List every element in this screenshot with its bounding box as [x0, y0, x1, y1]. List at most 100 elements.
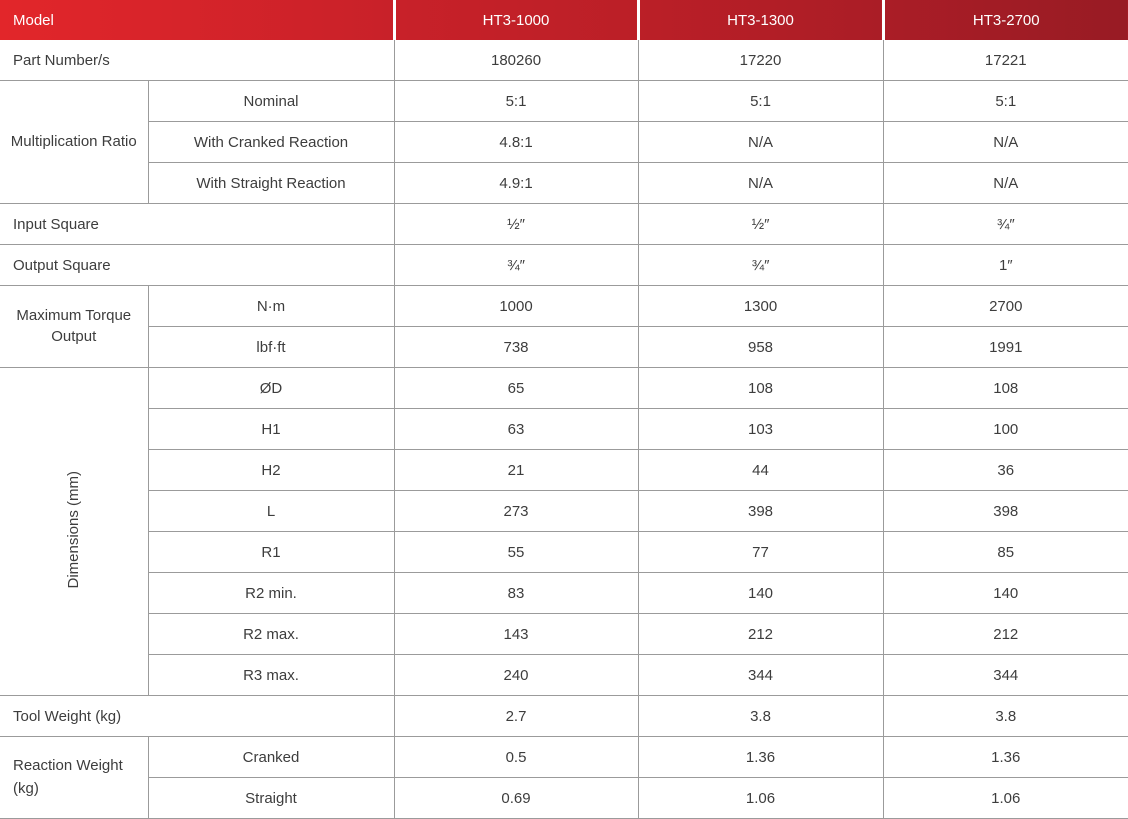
value-cell: 3.8: [882, 695, 1128, 737]
row-ratio-straight: With Straight Reaction 4.9:1 N/A N/A: [0, 162, 1128, 204]
value-cell: 83: [393, 572, 639, 614]
value-cell: 1.06: [637, 777, 884, 819]
sub-label: Nominal: [147, 80, 395, 122]
row-reaction-cranked: Reaction Weight (kg) Cranked 0.5 1.36 1.…: [0, 736, 1128, 819]
value-cell: 0.69: [393, 777, 639, 819]
value-cell: 1000: [393, 285, 639, 327]
group-label-multiplication-ratio: Multiplication Ratio: [0, 80, 149, 204]
column-header-ht3-1000: HT3-1000: [392, 0, 639, 40]
value-cell: 0.5: [393, 736, 639, 778]
sub-label: ØD: [147, 367, 395, 409]
value-cell: 1.36: [637, 736, 884, 778]
row-output-square: Output Square ¾″ ¾″ 1″: [0, 244, 1128, 286]
value-cell: 140: [882, 572, 1128, 614]
row-label-part-number: Part Number/s: [0, 40, 395, 81]
value-cell: 100: [882, 408, 1128, 450]
dimensions-rotated-label: Dimensions (mm): [65, 470, 83, 589]
sub-label: L: [148, 490, 395, 532]
value-cell: 44: [637, 449, 884, 491]
sub-label: With Cranked Reaction: [148, 121, 395, 163]
value-cell: ½″: [393, 203, 639, 245]
value-cell: 65: [393, 367, 639, 409]
value-cell: 344: [637, 654, 884, 696]
value-cell: 4.8:1: [393, 121, 639, 163]
sub-label: R1: [148, 531, 395, 573]
sub-label: Straight: [148, 777, 395, 819]
sub-label: H1: [148, 408, 395, 450]
value-cell: 17220: [637, 40, 884, 81]
group-label-reaction-weight: Reaction Weight (kg): [0, 736, 149, 819]
value-cell: 1991: [882, 326, 1128, 368]
value-cell: 1.36: [882, 736, 1128, 778]
value-cell: 140: [637, 572, 884, 614]
row-ratio-cranked: With Cranked Reaction 4.8:1 N/A N/A: [0, 121, 1128, 163]
sub-label: R2 min.: [148, 572, 395, 614]
value-cell: N/A: [882, 162, 1128, 204]
column-header-ht3-2700: HT3-2700: [881, 0, 1128, 40]
value-cell: 398: [882, 490, 1128, 532]
row-tool-weight: Tool Weight (kg) 2.7 3.8 3.8: [0, 695, 1128, 737]
value-cell: 212: [882, 613, 1128, 655]
value-cell: ¾″: [882, 203, 1128, 245]
sub-label: With Straight Reaction: [148, 162, 395, 204]
row-dim-r3max: R3 max. 240 344 344: [0, 654, 1128, 696]
value-cell: 5:1: [637, 80, 884, 122]
row-input-square: Input Square ½″ ½″ ¾″: [0, 203, 1128, 245]
value-cell: 108: [637, 367, 884, 409]
value-cell: 108: [882, 367, 1128, 409]
row-ratio-nominal: Multiplication Ratio Nominal 5:1 5:1 5:1: [0, 80, 1128, 204]
value-cell: 5:1: [393, 80, 639, 122]
value-cell: 103: [637, 408, 884, 450]
row-label-output-square: Output Square: [0, 244, 395, 286]
value-cell: 21: [393, 449, 639, 491]
value-cell: 240: [393, 654, 639, 696]
row-dim-h1: H1 63 103 100: [0, 408, 1128, 450]
row-dim-l: L 273 398 398: [0, 490, 1128, 532]
group-label-dimensions: Dimensions (mm): [0, 367, 149, 696]
value-cell: ½″: [637, 203, 884, 245]
value-cell: 77: [637, 531, 884, 573]
row-dim-h2: H2 21 44 36: [0, 449, 1128, 491]
value-cell: N/A: [637, 121, 884, 163]
sub-label: R2 max.: [148, 613, 395, 655]
value-cell: 958: [637, 326, 884, 368]
value-cell: 2700: [882, 285, 1128, 327]
value-cell: N/A: [882, 121, 1128, 163]
value-cell: 398: [637, 490, 884, 532]
value-cell: 36: [882, 449, 1128, 491]
sub-label: Cranked: [147, 736, 395, 778]
row-part-number: Part Number/s 180260 17220 17221: [0, 40, 1128, 81]
row-dim-od: Dimensions (mm) ØD 65 108 108: [0, 367, 1128, 696]
value-cell: 85: [882, 531, 1128, 573]
row-dim-r2min: R2 min. 83 140 140: [0, 572, 1128, 614]
value-cell: 17221: [882, 40, 1128, 81]
value-cell: 344: [882, 654, 1128, 696]
value-cell: 63: [393, 408, 639, 450]
sub-label: lbf·ft: [148, 326, 395, 368]
value-cell: 143: [393, 613, 639, 655]
value-cell: 5:1: [882, 80, 1128, 122]
group-label-max-torque: Maximum Torque Output: [0, 285, 149, 368]
value-cell: 2.7: [393, 695, 639, 737]
value-cell: ¾″: [393, 244, 639, 286]
row-torque-lbfft: lbf·ft 738 958 1991: [0, 326, 1128, 368]
model-header: Model: [0, 0, 395, 40]
value-cell: 55: [393, 531, 639, 573]
sub-label: H2: [148, 449, 395, 491]
value-cell: 1.06: [882, 777, 1128, 819]
value-cell: 4.9:1: [393, 162, 639, 204]
sub-label: N·m: [147, 285, 395, 327]
column-header-ht3-1300: HT3-1300: [636, 0, 884, 40]
value-cell: 3.8: [637, 695, 884, 737]
value-cell: 273: [393, 490, 639, 532]
row-label-tool-weight: Tool Weight (kg): [0, 695, 395, 737]
sub-label: R3 max.: [148, 654, 395, 696]
value-cell: 1″: [882, 244, 1128, 286]
row-dim-r2max: R2 max. 143 212 212: [0, 613, 1128, 655]
value-cell: 180260: [393, 40, 639, 81]
row-reaction-straight: Straight 0.69 1.06 1.06: [0, 777, 1128, 819]
row-torque-nm: Maximum Torque Output N·m 1000 1300 2700: [0, 285, 1128, 368]
value-cell: N/A: [637, 162, 884, 204]
row-dim-r1: R1 55 77 85: [0, 531, 1128, 573]
